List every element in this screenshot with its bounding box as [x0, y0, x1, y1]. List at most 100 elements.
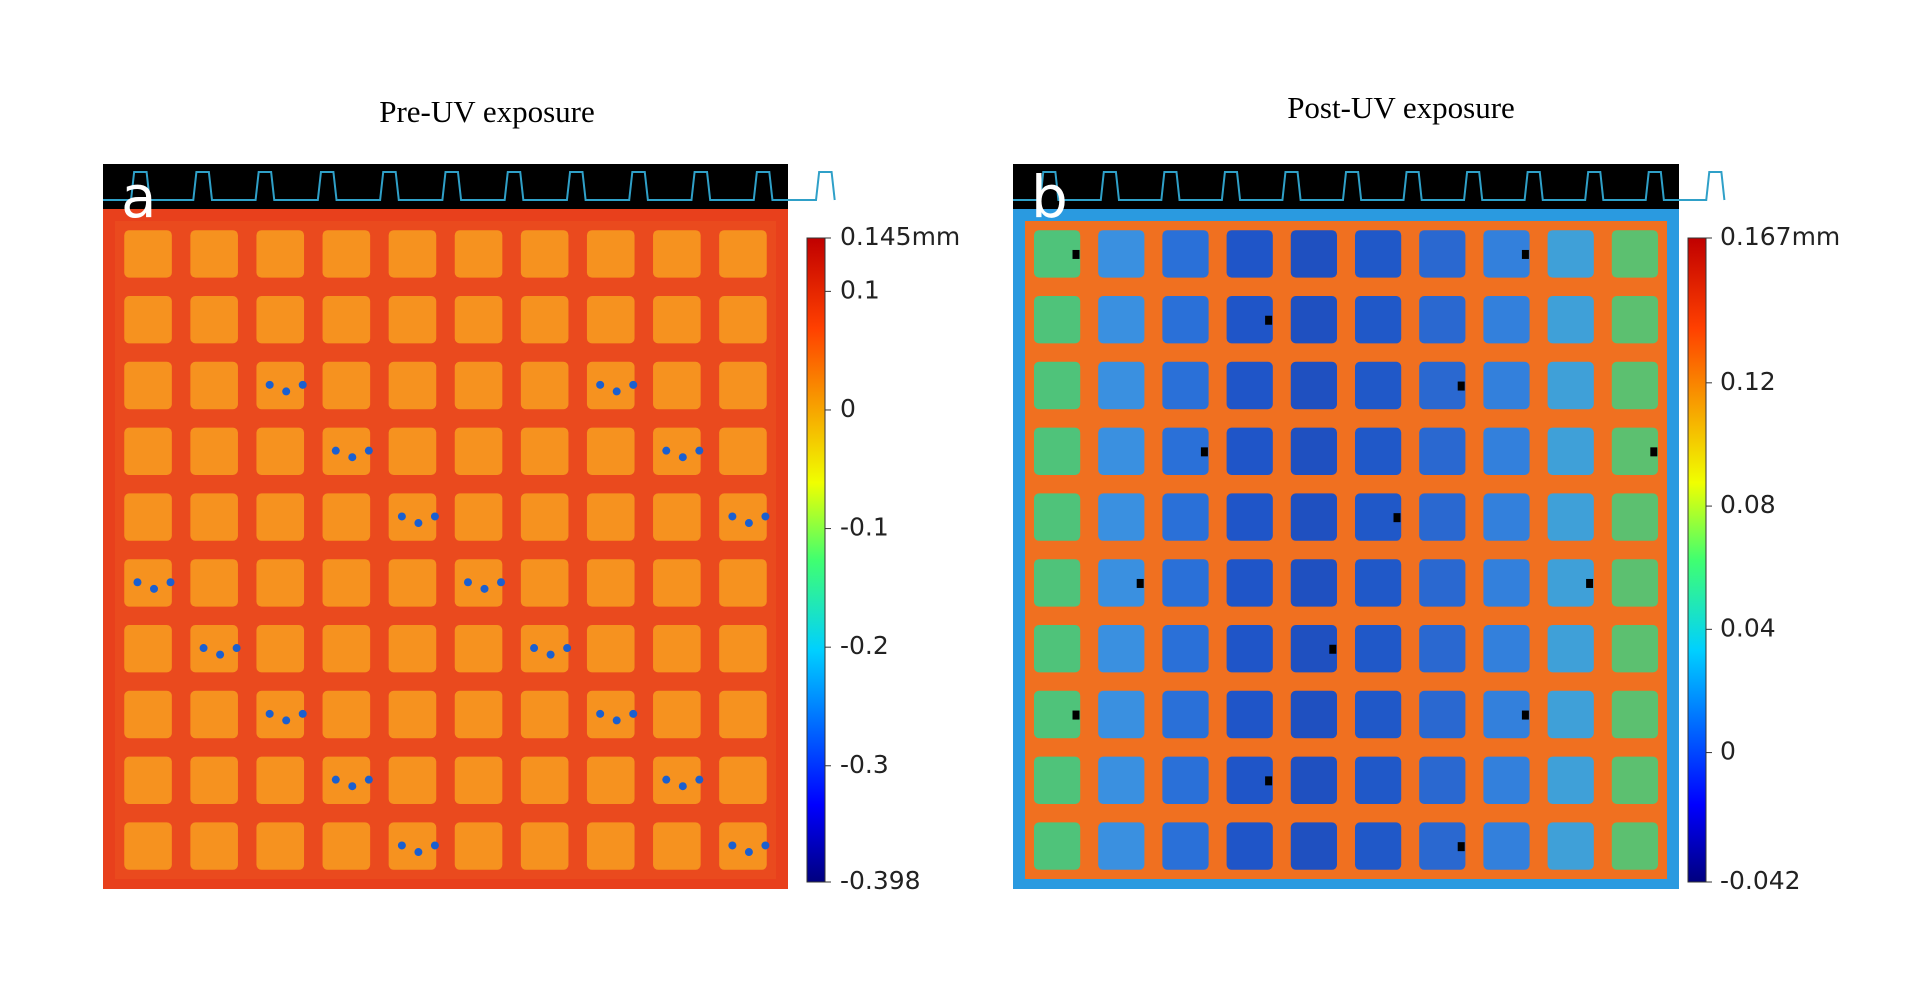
- cell: [586, 427, 635, 475]
- cell: [190, 822, 238, 870]
- defect: [1457, 842, 1465, 852]
- cell: [1162, 493, 1209, 541]
- cell: [1290, 230, 1338, 278]
- panel-letter: a: [121, 163, 157, 231]
- cell: [1033, 625, 1081, 673]
- cell: [388, 493, 437, 541]
- defect: [298, 709, 307, 718]
- cell: [586, 361, 635, 410]
- cell: [124, 230, 172, 278]
- defect: [430, 841, 439, 850]
- defect: [480, 584, 489, 593]
- colorbar-tick-label: 0.145mm: [840, 222, 960, 251]
- cell: [1419, 296, 1466, 344]
- cell: [1290, 296, 1338, 344]
- cell: [322, 559, 371, 607]
- cell: [454, 493, 503, 541]
- cell: [520, 690, 569, 739]
- cell: [520, 822, 569, 870]
- cell: [1290, 559, 1338, 607]
- cell: [1547, 493, 1594, 541]
- cell: [1611, 756, 1659, 804]
- defect: [728, 512, 737, 521]
- defect: [298, 380, 307, 389]
- cell: [124, 625, 172, 673]
- cell: [1226, 690, 1273, 739]
- cell: [256, 690, 305, 739]
- cell: [586, 493, 635, 541]
- defect: [546, 650, 555, 659]
- cell: [653, 559, 701, 607]
- cell: [322, 230, 371, 278]
- cell: [256, 756, 305, 804]
- cell: [190, 493, 238, 541]
- cell: [520, 361, 569, 410]
- colorbar-tick-label: 0.12: [1720, 367, 1776, 396]
- defect: [744, 848, 753, 857]
- cell: [1354, 559, 1402, 607]
- colorbar-tick-label: 0: [840, 394, 856, 423]
- defect: [761, 841, 770, 850]
- colorbar-tick-label: 0: [1720, 737, 1736, 766]
- colorbar-tick-label: 0.167mm: [1720, 222, 1840, 251]
- cell: [1098, 493, 1145, 541]
- cell: [1354, 361, 1402, 410]
- cell: [454, 690, 503, 739]
- cell: [1033, 690, 1081, 739]
- cell: [1162, 822, 1209, 870]
- cell: [1162, 690, 1209, 739]
- defect: [265, 380, 274, 389]
- cell: [719, 690, 767, 739]
- cell: [1162, 559, 1209, 607]
- cell: [1419, 559, 1466, 607]
- cell: [1611, 296, 1659, 344]
- defect: [1393, 513, 1401, 523]
- cell: [190, 559, 238, 607]
- cell: [388, 559, 437, 607]
- cell: [1098, 296, 1145, 344]
- cell: [1483, 559, 1530, 607]
- cell: [1290, 756, 1338, 804]
- cell: [719, 361, 767, 410]
- cell: [1162, 625, 1209, 673]
- defect: [662, 775, 671, 784]
- cell: [1611, 625, 1659, 673]
- cell: [653, 296, 701, 344]
- defect: [728, 841, 737, 850]
- cell: [124, 361, 172, 410]
- cell: [719, 493, 767, 541]
- cell: [653, 756, 701, 804]
- cell: [124, 822, 172, 870]
- defect: [1329, 644, 1337, 654]
- cell: [653, 427, 701, 475]
- cell: [190, 230, 238, 278]
- cell: [1098, 625, 1145, 673]
- cell: [719, 559, 767, 607]
- cell: [1547, 822, 1594, 870]
- defect: [199, 644, 208, 653]
- cell: [1226, 756, 1273, 804]
- cell: [1162, 230, 1209, 278]
- cell: [1098, 427, 1145, 475]
- panel-letter: b: [1031, 163, 1068, 231]
- defect: [133, 578, 142, 587]
- cell: [1162, 361, 1209, 410]
- colorbar-tick-label: 0.1: [840, 275, 880, 304]
- cell: [1098, 756, 1145, 804]
- defect: [1136, 578, 1144, 588]
- cell: [1162, 427, 1209, 475]
- cell: [1547, 361, 1594, 410]
- cell: [1611, 559, 1659, 607]
- defect: [1265, 315, 1273, 325]
- cell: [1419, 361, 1466, 410]
- cell: [1611, 427, 1659, 475]
- defect: [265, 709, 274, 718]
- cell: [256, 625, 305, 673]
- defect: [678, 453, 687, 462]
- cell: [653, 361, 701, 410]
- cell: [520, 625, 569, 673]
- cell: [388, 822, 437, 870]
- colorbar-tick-label: 0.08: [1720, 490, 1776, 519]
- cell: [454, 361, 503, 410]
